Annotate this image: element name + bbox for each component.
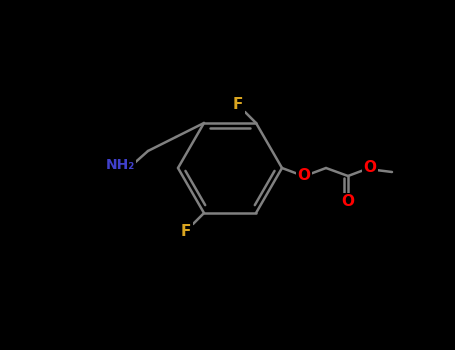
Text: O: O: [298, 168, 310, 183]
Text: F: F: [233, 97, 243, 112]
Text: F: F: [181, 224, 191, 239]
Text: O: O: [342, 195, 354, 210]
Text: O: O: [364, 161, 376, 175]
Text: NH₂: NH₂: [106, 158, 135, 172]
